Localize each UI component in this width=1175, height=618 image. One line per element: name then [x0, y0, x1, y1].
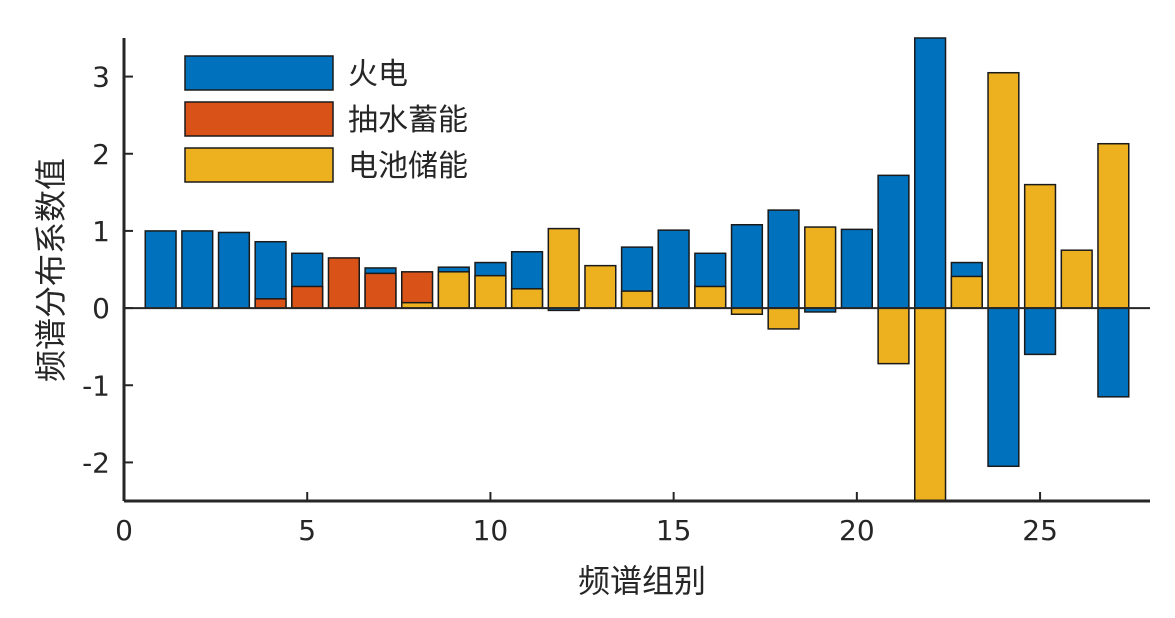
- bar-overlay-16: [694, 285, 727, 309]
- bar-overlay-23: [950, 275, 983, 309]
- bar-19: [804, 226, 837, 309]
- y-tick-label--2: -2: [82, 446, 110, 479]
- y-tick-label-3: 3: [92, 61, 110, 94]
- bar-overlay-10: [474, 274, 507, 309]
- legend-swatch-0: [184, 55, 334, 91]
- y-tick-label--1: -1: [82, 369, 110, 402]
- y-tick-label-0: 0: [92, 292, 110, 325]
- x-tick-label-0: 0: [115, 514, 133, 547]
- bar-1: [144, 230, 177, 309]
- bar-13: [584, 264, 617, 309]
- legend-label-0: 火电: [348, 57, 408, 92]
- bar-overlay-24: [987, 307, 1020, 468]
- bar-3: [217, 231, 251, 309]
- legend-label-2: 电池储能: [348, 149, 468, 184]
- bar-2: [181, 230, 214, 309]
- bar-15: [657, 229, 690, 309]
- bar-17: [730, 223, 764, 309]
- x-tick-label-5: 5: [298, 514, 316, 547]
- x-tick-label-15: 15: [656, 514, 692, 547]
- bar-overlay-21: [877, 307, 910, 365]
- bar-24: [987, 71, 1020, 309]
- x-tick-label-25: 25: [1022, 514, 1058, 547]
- bar-6: [327, 257, 360, 309]
- bar-overlay-9: [437, 271, 470, 309]
- legend-label-1: 抽水蓄能: [348, 103, 468, 138]
- bar-21: [877, 174, 910, 309]
- bar-overlay-18: [767, 307, 800, 330]
- bar-overlay-25: [1023, 307, 1057, 356]
- bar-4: [254, 240, 287, 309]
- bar-18: [767, 209, 800, 309]
- bar-overlay-14: [620, 290, 654, 309]
- y-tick-label-1: 1: [92, 215, 110, 248]
- bar-27: [1097, 142, 1130, 309]
- bar-overlay-22: [914, 307, 947, 502]
- bar-overlay-27: [1097, 307, 1130, 398]
- bar-overlay-5: [291, 285, 324, 309]
- bar-overlay-4: [254, 298, 287, 309]
- bar-22: [914, 37, 947, 309]
- x-tick-label-20: 20: [839, 514, 875, 547]
- x-axis-title: 频谱组别: [578, 562, 706, 600]
- bar-25: [1023, 183, 1057, 309]
- x-tick-label-10: 10: [473, 514, 509, 547]
- legend-swatch-1: [184, 101, 334, 137]
- bars-layer: [144, 37, 1130, 502]
- y-axis-title: 频谱分布系数值: [32, 158, 70, 382]
- axes-layer: 0 5 10 15 20 25 -2 -1 0 1 2 3: [82, 38, 1150, 547]
- bar-12: [547, 227, 580, 309]
- bar-26: [1060, 249, 1093, 309]
- bar-overlay-11: [510, 288, 544, 309]
- bar-20: [840, 228, 873, 309]
- bar-overlay-7: [364, 272, 397, 309]
- y-tick-label-2: 2: [92, 138, 110, 171]
- legend-swatch-2: [184, 147, 334, 183]
